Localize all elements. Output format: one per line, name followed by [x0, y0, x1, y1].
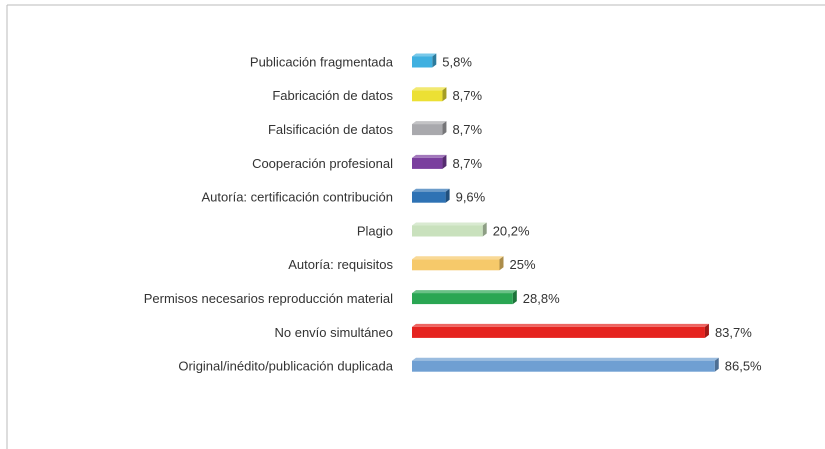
value-label: 8,7% [452, 156, 482, 171]
bar [412, 259, 500, 271]
bar [412, 191, 446, 203]
category-label: Autoría: certificación contribución [202, 190, 393, 205]
value-label: 86,5% [725, 359, 762, 374]
value-label: 25% [510, 257, 536, 272]
bar-top [412, 357, 719, 361]
category-label: Original/inédito/publicación duplicada [178, 359, 393, 374]
category-label: Falsificación de datos [268, 122, 394, 137]
bar-top [412, 53, 437, 57]
value-label: 8,7% [452, 122, 482, 137]
bar-side [442, 154, 447, 169]
bar [412, 293, 513, 305]
category-label: Publicación fragmentada [250, 54, 394, 69]
bar-side [704, 323, 709, 338]
bar-side [512, 290, 517, 305]
bar [412, 90, 443, 102]
bar [412, 124, 443, 136]
bar-top [412, 121, 447, 125]
bar [412, 56, 433, 68]
bar-top [412, 256, 504, 260]
value-label: 83,7% [715, 325, 752, 340]
bar-top [412, 222, 487, 226]
bar-side [482, 222, 487, 237]
bar [412, 225, 483, 237]
bar [412, 326, 705, 338]
bar-top [412, 188, 450, 192]
category-label: Cooperación profesional [252, 156, 393, 171]
bar-top [412, 323, 709, 327]
value-label: 5,8% [442, 54, 472, 69]
bar [412, 157, 443, 169]
bar-side [714, 357, 719, 372]
bar-side [432, 53, 437, 68]
value-label: 8,7% [452, 88, 482, 103]
value-label: 20,2% [493, 223, 530, 238]
bar-side [445, 188, 450, 203]
bar-side [442, 87, 447, 102]
category-label: Permisos necesarios reproducción materia… [144, 291, 393, 306]
bar-top [412, 290, 517, 294]
category-label: Fabricación de datos [272, 88, 393, 103]
category-label: Plagio [357, 223, 393, 238]
bar-side [499, 256, 504, 271]
value-label: 9,6% [456, 190, 486, 205]
bar [412, 360, 715, 372]
value-label: 28,8% [523, 291, 560, 306]
category-label: No envío simultáneo [274, 325, 393, 340]
bar-top [412, 87, 447, 91]
category-label: Autoría: requisitos [288, 257, 393, 272]
bar-top [412, 154, 447, 158]
bar-side [442, 121, 447, 136]
